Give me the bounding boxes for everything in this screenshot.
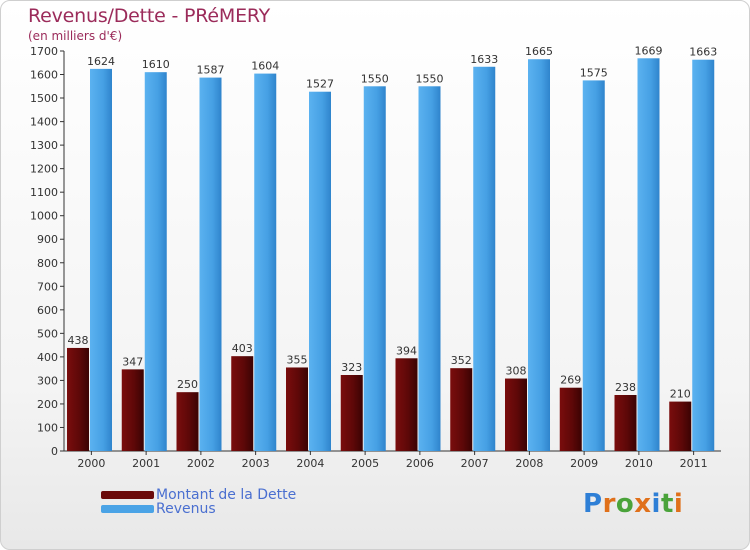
data-label-dette: 238 <box>615 381 636 394</box>
logo-letter: x <box>634 489 652 519</box>
y-tick-label: 1100 <box>30 186 58 199</box>
data-label-revenus: 1527 <box>306 78 334 91</box>
y-tick-label: 700 <box>37 280 58 293</box>
data-label-revenus: 1550 <box>361 72 389 85</box>
bar-revenus <box>418 86 441 451</box>
data-label-dette: 438 <box>68 334 89 347</box>
data-label-revenus: 1575 <box>580 66 608 79</box>
data-label-dette: 210 <box>670 388 691 401</box>
y-tick-label: 600 <box>37 304 58 317</box>
bar-revenus <box>199 77 222 452</box>
y-tick-label: 400 <box>37 351 58 364</box>
data-label-dette: 394 <box>396 344 417 357</box>
data-label-revenus: 1604 <box>251 60 279 73</box>
bar-revenus <box>309 91 331 452</box>
y-tick-label: 1500 <box>30 92 58 105</box>
data-label-revenus: 1610 <box>142 58 170 71</box>
logo-letter: t <box>660 489 674 519</box>
legend-swatch-revenus <box>101 505 154 513</box>
x-tick-label: 2011 <box>680 457 708 470</box>
bar-revenus <box>144 72 167 452</box>
y-tick-label: 800 <box>37 257 58 270</box>
data-label-revenus: 1624 <box>87 55 115 68</box>
data-label-dette: 269 <box>560 374 581 387</box>
proxiti-logo: Proxiti <box>583 489 683 519</box>
bar-dette <box>559 387 582 451</box>
y-tick-label: 300 <box>37 374 58 387</box>
legend-label-dette: Montant de la Dette <box>156 487 297 503</box>
data-label-dette: 403 <box>232 342 253 355</box>
y-tick-label: 1200 <box>30 163 58 176</box>
data-label-revenus: 1663 <box>689 46 717 59</box>
legend-label-revenus: Revenus <box>156 501 216 517</box>
data-label-dette: 352 <box>451 354 472 367</box>
data-label-revenus: 1669 <box>635 44 663 57</box>
bar-dette <box>176 392 199 451</box>
bar-revenus <box>637 58 660 451</box>
x-tick-label: 2005 <box>351 457 379 470</box>
bar-dette <box>231 356 254 451</box>
logo-letter: i <box>673 489 684 519</box>
bar-revenus <box>582 80 605 451</box>
bar-revenus <box>90 68 112 451</box>
x-tick-label: 2006 <box>406 457 434 470</box>
bar-dette <box>614 395 637 451</box>
legend-item-dette: Montant de la Dette <box>101 487 297 503</box>
data-label-dette: 250 <box>177 378 198 391</box>
x-tick-label: 2001 <box>132 457 160 470</box>
x-tick-label: 2007 <box>461 457 489 470</box>
data-label-revenus: 1665 <box>525 45 553 58</box>
bar-dette <box>450 368 473 451</box>
y-tick-label: 900 <box>37 233 58 246</box>
bar-dette <box>395 358 418 451</box>
data-label-dette: 308 <box>506 365 527 378</box>
y-tick-label: 1000 <box>30 210 58 223</box>
x-tick-label: 2003 <box>242 457 270 470</box>
y-tick-label: 200 <box>37 398 58 411</box>
data-label-revenus: 1587 <box>197 64 225 77</box>
logo-letter: i <box>651 489 661 519</box>
data-label-revenus: 1633 <box>470 53 498 66</box>
bar-revenus <box>254 73 277 452</box>
data-label-revenus: 1550 <box>416 72 444 85</box>
data-label-dette: 355 <box>287 353 308 366</box>
y-tick-label: 100 <box>37 421 58 434</box>
logo-letter: o <box>615 489 635 519</box>
bar-dette <box>121 369 144 451</box>
data-label-dette: 323 <box>341 361 362 374</box>
y-tick-label: 1300 <box>30 139 58 152</box>
x-tick-label: 2000 <box>77 457 105 470</box>
bar-revenus <box>473 66 496 451</box>
y-tick-label: 1700 <box>30 45 58 58</box>
x-tick-label: 2004 <box>296 457 324 470</box>
bar-dette <box>505 378 527 451</box>
logo-letter: P <box>583 489 603 519</box>
y-tick-label: 500 <box>37 327 58 340</box>
bar-dette <box>340 375 363 451</box>
x-tick-label: 2009 <box>570 457 598 470</box>
x-tick-label: 2010 <box>625 457 653 470</box>
bar-dette <box>286 367 308 451</box>
x-tick-label: 2008 <box>515 457 543 470</box>
legend-item-revenus: Revenus <box>101 501 216 517</box>
y-tick-label: 0 <box>51 445 58 458</box>
y-tick-label: 1600 <box>30 69 58 82</box>
x-tick-label: 2002 <box>187 457 215 470</box>
logo-letter: r <box>602 489 616 519</box>
y-tick-label: 1400 <box>30 116 58 129</box>
legend-swatch-dette <box>101 491 154 499</box>
bar-revenus <box>528 59 550 452</box>
chart-title: Revenus/Dette - PRéMERY <box>28 5 271 27</box>
chart-subtitle: (en milliers d'€) <box>28 29 123 43</box>
bar-revenus <box>692 59 715 452</box>
bar-revenus <box>363 86 386 451</box>
bar-dette <box>669 401 692 451</box>
bar-dette <box>67 347 89 451</box>
data-label-dette: 347 <box>122 355 143 368</box>
